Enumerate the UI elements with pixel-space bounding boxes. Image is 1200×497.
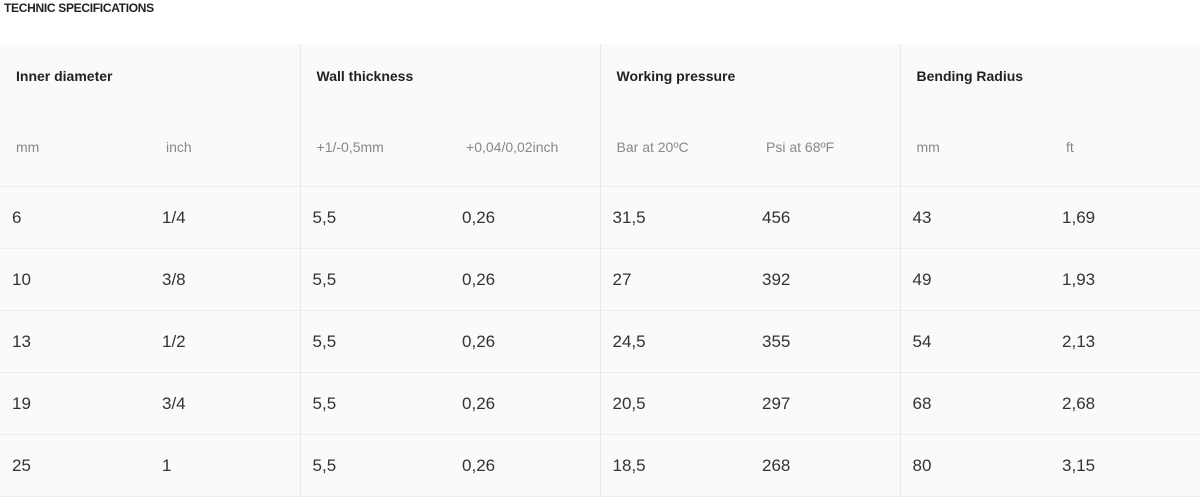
unit-header: ft xyxy=(1050,108,1200,187)
table-cell: 18,5 xyxy=(599,434,751,497)
table-cell: 3/8 xyxy=(150,248,301,311)
table-cell: 1/2 xyxy=(150,310,301,373)
table-cell: 355 xyxy=(750,310,901,373)
table-cell: 27 xyxy=(599,248,751,311)
table-row: 13 1/2 5,5 0,26 24,5 355 54 2,13 xyxy=(0,310,1200,373)
table-cell: 6 xyxy=(0,186,150,249)
table-cell: 3/4 xyxy=(150,372,301,435)
table-cell: 0,26 xyxy=(450,248,601,311)
unit-header: inch xyxy=(150,108,301,187)
table-cell: 24,5 xyxy=(599,310,751,373)
table-cell: 1 xyxy=(150,434,301,497)
table-cell: 1,69 xyxy=(1050,186,1200,249)
group-header-inner-diameter: Inner diameter xyxy=(0,44,301,108)
table-cell: 5,5 xyxy=(299,248,451,311)
unit-header: +0,04/0,02inch xyxy=(450,108,601,187)
table-row: 10 3/8 5,5 0,26 27 392 49 1,93 xyxy=(0,248,1200,311)
table-cell: 0,26 xyxy=(450,434,601,497)
table-cell: 31,5 xyxy=(599,186,751,249)
unit-header: +1/-0,5mm xyxy=(299,108,451,187)
table-cell: 0,26 xyxy=(450,372,601,435)
table-cell: 392 xyxy=(750,248,901,311)
group-header-row: Inner diameter Wall thickness Working pr… xyxy=(0,44,1200,108)
unit-header: mm xyxy=(0,108,150,187)
table-cell: 1/4 xyxy=(150,186,301,249)
table-row: 6 1/4 5,5 0,26 31,5 456 43 1,69 xyxy=(0,186,1200,249)
group-header-working-pressure: Working pressure xyxy=(599,44,901,108)
table-cell: 68 xyxy=(899,372,1051,435)
table-cell: 13 xyxy=(0,310,150,373)
page-title: TECHNIC SPECIFICATIONS xyxy=(4,1,154,15)
table-cell: 43 xyxy=(899,186,1051,249)
group-header-wall-thickness: Wall thickness xyxy=(299,44,601,108)
table-cell: 456 xyxy=(750,186,901,249)
table-row: 19 3/4 5,5 0,26 20,5 297 68 2,68 xyxy=(0,372,1200,435)
unit-header: mm xyxy=(899,108,1051,187)
table-cell: 1,93 xyxy=(1050,248,1200,311)
table-cell: 5,5 xyxy=(299,310,451,373)
table-cell: 20,5 xyxy=(599,372,751,435)
table-cell: 5,5 xyxy=(299,186,451,249)
table-cell: 25 xyxy=(0,434,150,497)
table-cell: 5,5 xyxy=(299,434,451,497)
group-header-bending-radius: Bending Radius xyxy=(899,44,1200,108)
table-row: 25 1 5,5 0,26 18,5 268 80 3,15 xyxy=(0,434,1200,497)
table-cell: 10 xyxy=(0,248,150,311)
table-cell: 268 xyxy=(750,434,901,497)
table-cell: 5,5 xyxy=(299,372,451,435)
table-cell: 2,13 xyxy=(1050,310,1200,373)
table-cell: 19 xyxy=(0,372,150,435)
spec-table: Inner diameter Wall thickness Working pr… xyxy=(0,44,1200,497)
table-cell: 2,68 xyxy=(1050,372,1200,435)
table-cell: 297 xyxy=(750,372,901,435)
table-cell: 54 xyxy=(899,310,1051,373)
table-cell: 49 xyxy=(899,248,1051,311)
table-cell: 0,26 xyxy=(450,310,601,373)
unit-header: Bar at 20ºC xyxy=(599,108,751,187)
unit-header: Psi at 68ºF xyxy=(750,108,901,187)
table-cell: 80 xyxy=(899,434,1051,497)
table-cell: 3,15 xyxy=(1050,434,1200,497)
unit-header-row: mm inch +1/-0,5mm +0,04/0,02inch Bar at … xyxy=(0,108,1200,187)
table-cell: 0,26 xyxy=(450,186,601,249)
